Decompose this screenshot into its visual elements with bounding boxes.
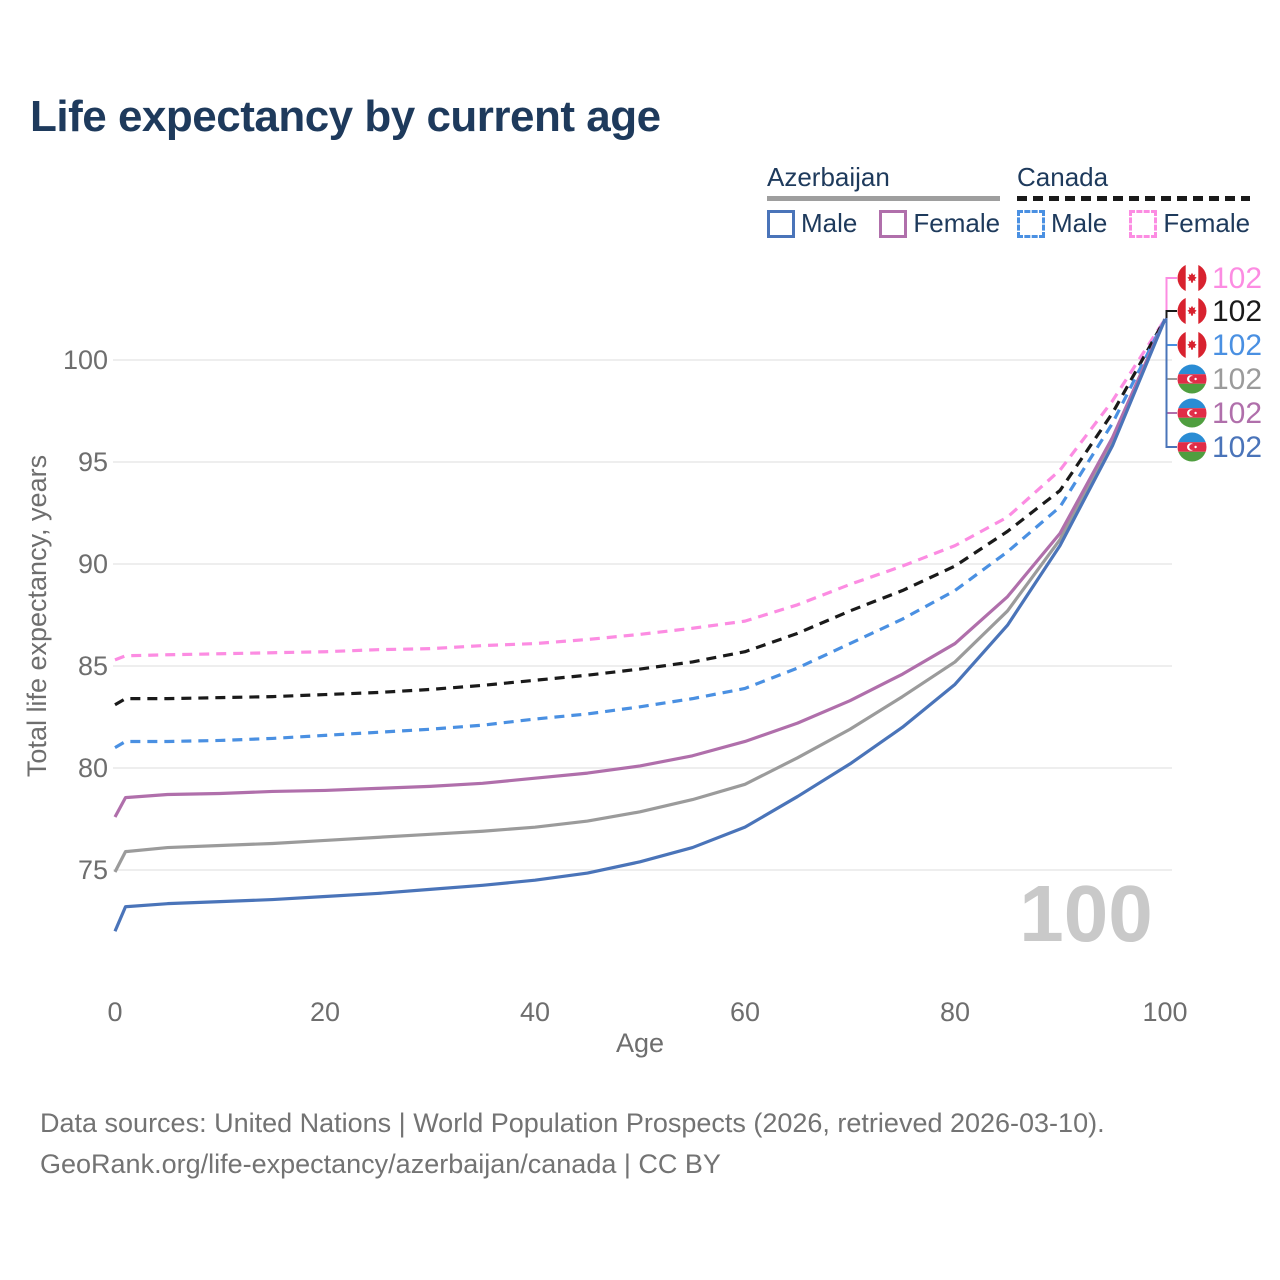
footer: Data sources: United Nations | World Pop… xyxy=(40,1103,1105,1185)
legend-group-title-canada[interactable]: Canada xyxy=(1017,162,1109,192)
series-end-value-label: 102 xyxy=(1212,431,1262,464)
legend-item-label: Female xyxy=(1163,208,1251,238)
legend-item-label: Male xyxy=(801,208,858,238)
series-line-azerbaijan-male[interactable] xyxy=(113,318,1167,932)
legend-item-label: Male xyxy=(1051,208,1108,238)
legend-item-canada-female[interactable]: Female xyxy=(1129,208,1250,239)
gridlines xyxy=(113,359,1172,871)
attribution-text: GeoRank.org/life-expectancy/azerbaijan/c… xyxy=(40,1149,721,1179)
azerbaijan-flag-icon xyxy=(1177,398,1207,428)
end-label-leader-line xyxy=(1165,310,1177,321)
canada-flag-icon xyxy=(1177,263,1207,293)
page-title: Life expectancy by current age xyxy=(30,92,661,141)
series-end-value-label: 102 xyxy=(1212,329,1262,362)
canada-flag-icon xyxy=(1177,330,1207,360)
end-label-leader-line xyxy=(1165,318,1177,448)
series-line-canada[interactable] xyxy=(114,318,1167,707)
y-tick-label: 100 xyxy=(63,345,108,375)
x-tick-label: 80 xyxy=(940,997,970,1027)
series-end-value-label: 102 xyxy=(1212,262,1262,295)
series-end-value-label: 102 xyxy=(1212,363,1262,396)
legend-group-title-azerbaijan[interactable]: Azerbaijan xyxy=(767,162,890,192)
legend-group-azerbaijan: Azerbaijan Male Female xyxy=(767,162,1001,239)
azerbaijan-male-swatch xyxy=(767,209,795,238)
canada-combined-line-swatch xyxy=(1017,196,1251,201)
azerbaijan-female-swatch xyxy=(879,209,908,238)
legend-item-label: Female xyxy=(913,208,1001,238)
x-axis-title: Age xyxy=(616,1028,664,1058)
series-line-canada-female[interactable] xyxy=(114,318,1167,662)
series-end-value-label: 102 xyxy=(1212,397,1262,430)
y-tick-label: 85 xyxy=(78,651,108,681)
y-axis-title: Total life expectancy, years xyxy=(22,455,52,777)
canada-flag-icon xyxy=(1177,296,1207,326)
legend-item-canada-male[interactable]: Male xyxy=(1017,208,1107,239)
series-line-azerbaijan-female[interactable] xyxy=(113,318,1167,818)
x-tick-label: 40 xyxy=(520,997,550,1027)
series-line-canada-male[interactable] xyxy=(114,318,1167,749)
azerbaijan-flag-icon xyxy=(1177,432,1207,462)
y-tick-label: 80 xyxy=(78,753,108,783)
series-line-azerbaijan[interactable] xyxy=(113,318,1167,873)
legend-group-canada: Canada Male Female xyxy=(1017,162,1251,239)
data-sources-text: Data sources: United Nations | World Pop… xyxy=(40,1108,1105,1138)
legend-item-azerbaijan-male[interactable]: Male xyxy=(767,208,857,239)
series-end-value-label: 102 xyxy=(1212,295,1262,328)
y-tick-label: 75 xyxy=(78,855,108,885)
canada-female-swatch xyxy=(1129,209,1158,238)
x-tick-label: 60 xyxy=(730,997,760,1027)
canada-male-swatch xyxy=(1017,209,1045,238)
x-tick-label: 100 xyxy=(1142,997,1187,1027)
legend-item-azerbaijan-female[interactable]: Female xyxy=(879,208,1000,239)
age-counter-watermark: 100 xyxy=(1019,869,1152,958)
y-tick-label: 90 xyxy=(78,549,108,579)
x-tick-label: 0 xyxy=(107,997,122,1027)
y-tick-label: 95 xyxy=(78,447,108,477)
azerbaijan-flag-icon xyxy=(1177,364,1207,394)
x-tick-label: 20 xyxy=(310,997,340,1027)
azerbaijan-combined-line-swatch xyxy=(767,196,1001,201)
